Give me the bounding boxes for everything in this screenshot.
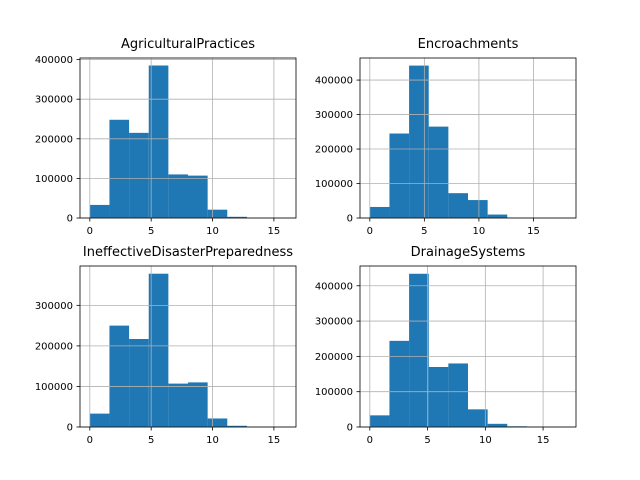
histogram-panel-2: 0 5 10 15 0 100000 200000 300000 400000 Encroachm… bbox=[315, 37, 577, 237]
histogram-bar bbox=[129, 339, 149, 427]
x-tick-label: 0 bbox=[87, 226, 93, 237]
histogram-bar bbox=[448, 193, 468, 218]
x-tick-label: 15 bbox=[537, 435, 550, 446]
x-tick-label: 5 bbox=[148, 435, 154, 446]
chart-title: DrainageSystems bbox=[411, 245, 526, 260]
histogram-bar bbox=[129, 132, 149, 218]
histogram-panel-1: 0 5 10 15 0 100000 200000 300000 400000 Agricultu… bbox=[35, 37, 297, 237]
x-tick-label: 0 bbox=[367, 435, 373, 446]
histogram-bar bbox=[188, 175, 208, 218]
x-tick-label: 15 bbox=[268, 435, 281, 446]
histogram-bar bbox=[207, 418, 228, 427]
y-tick-label: 0 bbox=[347, 214, 353, 225]
histogram-bar bbox=[369, 415, 390, 427]
y-tick-label: 200000 bbox=[315, 352, 353, 363]
y-tick-label: 0 bbox=[67, 214, 73, 225]
x-tick-label: 5 bbox=[148, 226, 154, 237]
histogram-bar bbox=[487, 214, 508, 218]
histogram-panel-3: 0 5 10 15 0 100000 200000 300000 IneffectiveDisa… bbox=[35, 245, 297, 446]
histogram-bar bbox=[409, 273, 429, 427]
histogram-bar bbox=[227, 425, 247, 427]
histogram-bar bbox=[109, 325, 130, 427]
y-tick-label: 400000 bbox=[35, 55, 73, 66]
chart-title: AgriculturalPractices bbox=[121, 37, 255, 52]
y-tick-label: 200000 bbox=[35, 341, 73, 352]
histogram-bar bbox=[148, 273, 169, 427]
histogram-bar bbox=[409, 65, 429, 218]
y-tick-label: 400000 bbox=[315, 76, 353, 87]
histogram-bar bbox=[389, 133, 410, 218]
x-tick-label: 5 bbox=[421, 226, 427, 237]
histogram-bar bbox=[389, 340, 410, 427]
histogram-bar bbox=[428, 126, 449, 218]
histogram-bar bbox=[148, 65, 169, 219]
x-tick-label: 10 bbox=[206, 435, 219, 446]
x-tick-label: 0 bbox=[367, 226, 373, 237]
histogram-panel-4: 0 5 10 15 0 100000 200000 300000 400000 DrainageS… bbox=[315, 245, 577, 446]
y-tick-label: 100000 bbox=[315, 387, 353, 398]
histogram-bar bbox=[89, 413, 110, 427]
y-tick-label: 300000 bbox=[35, 301, 73, 312]
y-tick-label: 300000 bbox=[315, 110, 353, 121]
x-tick-label: 0 bbox=[87, 435, 93, 446]
x-tick-label: 5 bbox=[424, 435, 430, 446]
histogram-bar bbox=[168, 383, 188, 427]
y-tick-label: 400000 bbox=[315, 281, 353, 292]
y-tick-label: 0 bbox=[67, 423, 73, 434]
histogram-bar bbox=[207, 209, 228, 218]
x-tick-label: 15 bbox=[268, 226, 281, 237]
axes-frame bbox=[79, 265, 297, 428]
axes-frame bbox=[79, 57, 297, 219]
axes-frame bbox=[359, 57, 577, 219]
histogram-bar bbox=[168, 174, 188, 218]
histogram-bar bbox=[89, 204, 110, 218]
x-tick-label: 10 bbox=[206, 226, 219, 237]
y-tick-label: 200000 bbox=[315, 145, 353, 156]
x-tick-label: 10 bbox=[479, 435, 492, 446]
y-tick-label: 0 bbox=[347, 423, 353, 434]
y-tick-label: 300000 bbox=[315, 317, 353, 328]
x-tick-label: 10 bbox=[473, 226, 486, 237]
histogram-bar bbox=[369, 206, 390, 218]
y-tick-label: 100000 bbox=[315, 179, 353, 190]
histogram-bar bbox=[109, 119, 130, 218]
chart-title: Encroachments bbox=[418, 37, 519, 52]
x-tick-label: 15 bbox=[527, 226, 540, 237]
y-tick-label: 100000 bbox=[35, 382, 73, 393]
y-tick-label: 300000 bbox=[35, 95, 73, 106]
histogram-bar bbox=[468, 200, 488, 218]
histogram-bar bbox=[188, 382, 208, 427]
histogram-bar bbox=[227, 216, 247, 218]
y-tick-label: 200000 bbox=[35, 134, 73, 145]
histogram-bar bbox=[468, 409, 488, 427]
chart-title: IneffectiveDisasterPreparedness bbox=[83, 245, 293, 260]
y-tick-label: 100000 bbox=[35, 174, 73, 185]
axes-frame bbox=[359, 265, 577, 428]
histogram-bar bbox=[428, 366, 449, 427]
histogram-bar bbox=[448, 363, 468, 427]
histogram-bar bbox=[487, 423, 508, 427]
